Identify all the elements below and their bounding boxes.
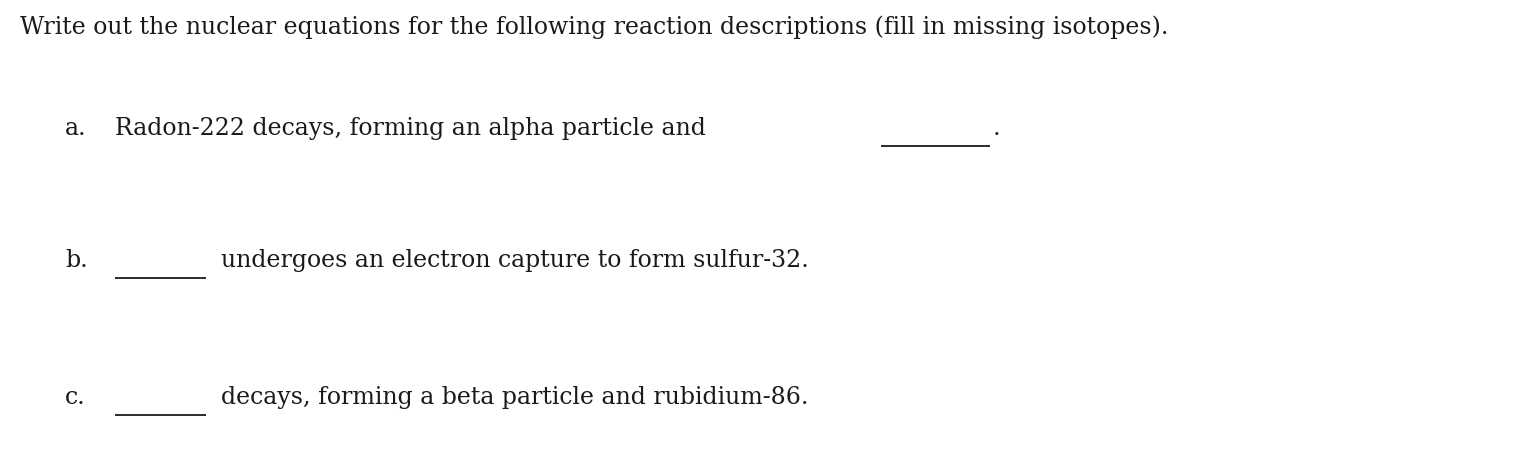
Text: a.: a. [65, 117, 87, 140]
Text: Write out the nuclear equations for the following reaction descriptions (fill in: Write out the nuclear equations for the … [20, 15, 1167, 38]
Text: .: . [993, 117, 1000, 140]
Text: Radon-222 decays, forming an alpha particle and: Radon-222 decays, forming an alpha parti… [115, 117, 706, 140]
Text: undergoes an electron capture to form sulfur-32.: undergoes an electron capture to form su… [222, 249, 809, 273]
Text: b.: b. [65, 249, 88, 273]
Text: decays, forming a beta particle and rubidium-86.: decays, forming a beta particle and rubi… [222, 386, 809, 409]
Text: c.: c. [65, 386, 87, 409]
